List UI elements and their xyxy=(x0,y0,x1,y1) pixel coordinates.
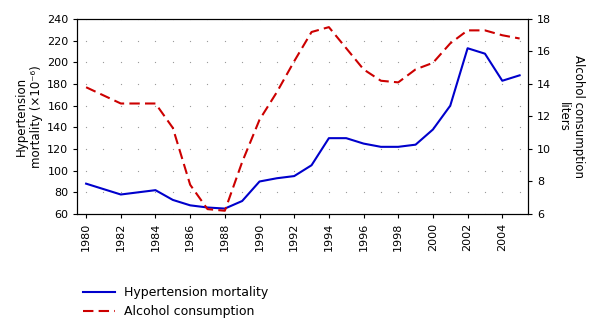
Alcohol consumption xyxy=(256,118,263,122)
Alcohol consumption xyxy=(117,102,124,106)
Alcohol consumption xyxy=(83,85,90,89)
Alcohol consumption xyxy=(152,102,159,106)
Hypertension mortality xyxy=(499,79,506,83)
Alcohol consumption xyxy=(499,33,506,37)
Hypertension mortality xyxy=(152,188,159,192)
Alcohol consumption xyxy=(187,183,194,187)
Y-axis label: Hypertension
mortality (×10⁻⁶): Hypertension mortality (×10⁻⁶) xyxy=(15,65,43,168)
Hypertension mortality xyxy=(117,192,124,196)
Legend: Hypertension mortality, Alcohol consumption: Hypertension mortality, Alcohol consumpt… xyxy=(78,281,274,323)
Hypertension mortality xyxy=(464,46,471,50)
Alcohol consumption xyxy=(481,28,488,32)
Hypertension mortality xyxy=(239,199,246,203)
Alcohol consumption xyxy=(134,102,142,106)
Line: Hypertension mortality: Hypertension mortality xyxy=(86,48,520,208)
Alcohol consumption xyxy=(395,80,402,84)
Alcohol consumption xyxy=(516,37,523,41)
Hypertension mortality xyxy=(100,187,107,191)
Hypertension mortality xyxy=(481,52,488,56)
Alcohol consumption xyxy=(325,25,332,29)
Hypertension mortality xyxy=(412,143,419,147)
Hypertension mortality xyxy=(516,73,523,77)
Alcohol consumption xyxy=(343,46,350,50)
Hypertension mortality xyxy=(273,176,280,180)
Alcohol consumption xyxy=(169,126,176,130)
Alcohol consumption xyxy=(377,79,385,83)
Alcohol consumption xyxy=(239,160,246,164)
Hypertension mortality xyxy=(187,203,194,207)
Alcohol consumption xyxy=(464,28,471,32)
Alcohol consumption xyxy=(430,61,437,65)
Alcohol consumption xyxy=(446,41,454,45)
Hypertension mortality xyxy=(325,136,332,140)
Alcohol consumption xyxy=(273,90,280,94)
Hypertension mortality xyxy=(134,190,142,194)
Hypertension mortality xyxy=(430,128,437,132)
Alcohol consumption xyxy=(360,67,367,71)
Hypertension mortality xyxy=(395,145,402,149)
Hypertension mortality xyxy=(377,145,385,149)
Hypertension mortality xyxy=(360,142,367,146)
Hypertension mortality xyxy=(343,136,350,140)
Hypertension mortality xyxy=(83,182,90,186)
Hypertension mortality xyxy=(446,104,454,108)
Hypertension mortality xyxy=(221,206,229,210)
Hypertension mortality xyxy=(256,179,263,183)
Alcohol consumption xyxy=(290,59,298,63)
Y-axis label: Alcohol consumption
liters: Alcohol consumption liters xyxy=(557,55,585,178)
Alcohol consumption xyxy=(308,30,315,34)
Alcohol consumption xyxy=(412,67,419,71)
Alcohol consumption xyxy=(204,207,211,211)
Line: Alcohol consumption: Alcohol consumption xyxy=(86,27,520,211)
Hypertension mortality xyxy=(169,198,176,202)
Hypertension mortality xyxy=(290,174,298,178)
Hypertension mortality xyxy=(308,163,315,167)
Alcohol consumption xyxy=(221,209,229,213)
Hypertension mortality xyxy=(204,205,211,209)
Alcohol consumption xyxy=(100,93,107,97)
